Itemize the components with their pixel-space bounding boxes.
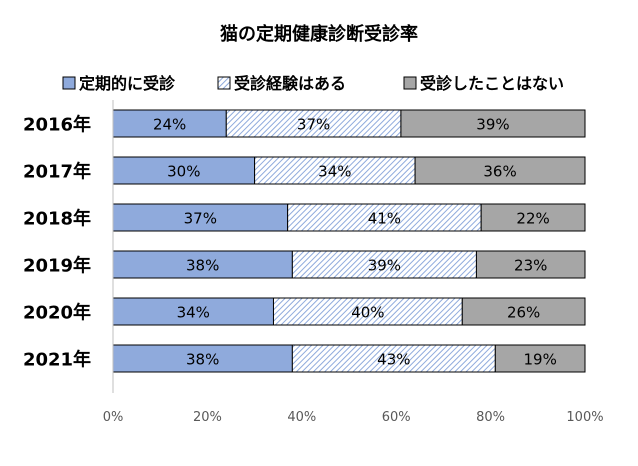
category-label-1: 2017年: [23, 161, 91, 183]
category-label-2: 2018年: [23, 208, 91, 230]
bar-4-2: [461, 297, 586, 326]
bar-0-2: [400, 109, 586, 138]
data-label-2-1: 41%: [368, 210, 401, 228]
data-label-1-1: 34%: [318, 163, 351, 181]
data-label-3-1: 39%: [368, 257, 401, 275]
bar-2-2: [480, 203, 586, 232]
bar-2-0: [112, 203, 289, 232]
bar-5-1: [291, 344, 496, 373]
data-label-5-0: 38%: [186, 351, 219, 369]
x-axis: 0% 20% 40% 60% 80% 100%: [103, 100, 604, 425]
data-label-4-1: 40%: [351, 304, 384, 322]
chart-title: 猫の定期健康診断受診率: [220, 23, 418, 45]
bar-5-2: [494, 344, 586, 373]
x-tick-label-3: 60%: [382, 410, 411, 425]
data-label-0-0: 24%: [153, 116, 186, 134]
x-tick-label-4: 80%: [476, 410, 505, 425]
data-label-0-1: 37%: [297, 116, 330, 134]
legend: 定期的に受診 受診経験はある 受診したことはない: [62, 74, 564, 93]
bar-3-0: [112, 250, 293, 279]
data-label-2-0: 37%: [184, 210, 217, 228]
bar-1-2: [414, 156, 586, 185]
data-label-1-2: 36%: [483, 163, 516, 181]
x-tick-label-0: 0%: [103, 410, 124, 425]
bar-1-1: [254, 156, 416, 185]
category-label-3: 2019年: [23, 255, 91, 277]
data-label-5-2: 19%: [523, 351, 556, 369]
x-tick-label-5: 100%: [566, 410, 603, 425]
data-label-3-0: 38%: [186, 257, 219, 275]
data-label-5-1: 43%: [377, 351, 410, 369]
bar-0-0: [112, 109, 227, 138]
data-label-0-2: 39%: [476, 116, 509, 134]
legend-label-0: 定期的に受診: [78, 74, 176, 93]
bar-3-2: [475, 250, 586, 279]
category-label-0: 2016年: [23, 114, 91, 136]
data-label-1-0: 30%: [167, 163, 200, 181]
data-label-2-2: 22%: [516, 210, 549, 228]
category-label-4: 2020年: [23, 302, 91, 324]
data-label-3-2: 23%: [514, 257, 547, 275]
x-tick-label-1: 20%: [193, 410, 222, 425]
bar-2-1: [287, 203, 482, 232]
legend-label-2: 受診したことはない: [420, 74, 564, 93]
legend-swatch-2: [403, 76, 417, 90]
legend-label-1: 受診経験はある: [234, 74, 346, 93]
x-tick-label-2: 40%: [287, 410, 316, 425]
category-label-5: 2021年: [23, 349, 91, 371]
data-label-4-2: 26%: [507, 304, 540, 322]
bar-4-1: [272, 297, 463, 326]
bar-0-1: [225, 109, 402, 138]
data-label-4-0: 34%: [177, 304, 210, 322]
bars: 2016年 24% 37% 39% 2017年 30% 34% 36% 2018年 37% 41% 2…: [23, 109, 586, 373]
legend-swatch-0: [62, 76, 76, 90]
legend-swatch-1: [217, 76, 231, 90]
bar-4-0: [112, 297, 274, 326]
